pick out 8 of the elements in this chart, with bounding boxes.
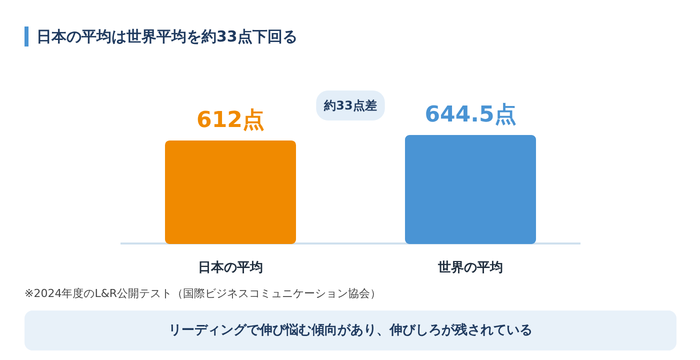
x-tick-label: 世界の平均 — [437, 260, 503, 276]
x-tick-label: 日本の平均 — [198, 260, 263, 276]
text: 約33点差 — [323, 98, 377, 112]
data-label: 612点 — [196, 108, 264, 133]
text: リーディングで伸び悩む傾向があり、伸びしろが残されている — [168, 323, 532, 338]
text: ※2024年度のL&R公開テスト（国際ビジネスコミュニケーション協会） — [24, 287, 382, 300]
data-label: 644.5点 — [424, 102, 516, 128]
chart-title: 日本の平均は世界平均を約33点下回る — [36, 28, 298, 46]
